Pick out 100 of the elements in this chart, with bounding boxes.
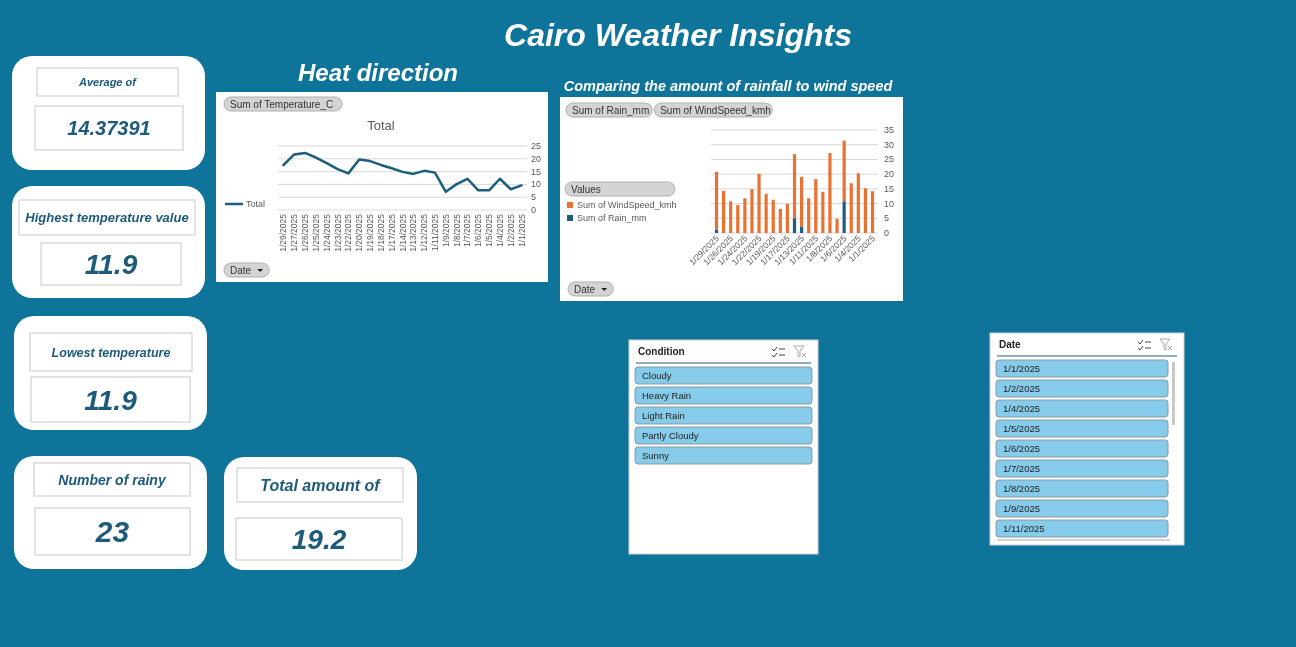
x-tick-label: 1/20/2025: [354, 213, 365, 252]
x-tick-label: 1/14/2025: [397, 213, 408, 252]
x-tick-label: 1/13/2025: [408, 213, 419, 252]
bar: [785, 203, 789, 233]
text: 19.2: [291, 524, 347, 556]
bar: [736, 205, 740, 233]
x-tick-label: 1/7/2025: [462, 213, 473, 248]
text: Date: [230, 264, 252, 276]
text: 1/2/2025: [1003, 383, 1040, 394]
y-tick-label: 10: [884, 198, 895, 209]
text: Partly Cloudy: [642, 430, 699, 441]
text: Sum of WindSpeed_kmh: [660, 104, 771, 116]
bar: [778, 208, 782, 233]
text: Lowest temperature: [51, 345, 171, 360]
y-tick-label: 20: [884, 169, 895, 180]
text: 11.9: [84, 249, 138, 281]
bar: [743, 198, 747, 233]
text: 1/5/2025: [1003, 423, 1040, 434]
y-tick-label: 25: [884, 154, 895, 165]
text: Cloudy: [642, 370, 672, 381]
bar: [800, 176, 804, 227]
bar: [771, 199, 775, 233]
text: Date: [999, 339, 1022, 350]
x-tick-label: 1/12/2025: [419, 213, 430, 252]
y-tick-label: 15: [884, 183, 895, 194]
bar: [863, 188, 868, 233]
y-tick-label: 5: [884, 213, 890, 224]
x-tick-label: 1/5/2025: [484, 213, 495, 248]
x-tick-label: 1/4/2025: [494, 213, 505, 248]
bar: [792, 154, 797, 219]
bar: [807, 198, 811, 233]
y-tick-label: 25: [531, 141, 542, 151]
text: 1/1/2025: [1003, 363, 1040, 374]
text: 11.9: [84, 384, 138, 416]
text: Heavy Rain: [642, 390, 692, 401]
legend-label: Sum of Rain_mm: [577, 213, 647, 223]
x-tick-label: 1/22/2025: [343, 213, 354, 252]
x-tick-label: 1/25/2025: [310, 213, 321, 252]
x-tick-label: 1/18/2025: [375, 213, 386, 252]
bar: [828, 152, 832, 233]
text: Highest temperature value: [25, 210, 189, 226]
legend-title: Values: [571, 183, 601, 195]
bar: [750, 189, 754, 233]
legend-label: Sum of WindSpeed_kmh: [577, 200, 677, 210]
text: 23: [94, 515, 130, 549]
text: 1/9/2025: [1003, 503, 1040, 514]
text: Sum of Temperature_C: [230, 98, 334, 110]
x-tick-label: 1/24/2025: [321, 213, 332, 252]
bar: [849, 183, 853, 233]
y-tick-label: 5: [531, 192, 537, 203]
x-tick-label: 1/19/2025: [365, 213, 376, 252]
bar: [870, 191, 875, 233]
text: 1/8/2025: [1003, 483, 1040, 494]
bar: [792, 218, 797, 233]
x-tick-label: 1/26/2025: [300, 213, 311, 252]
bar: [757, 173, 761, 233]
x-tick-label: 1/2/2025: [505, 213, 516, 248]
text: Number of rainy: [58, 471, 167, 488]
x-tick-label: 1/1/2025: [516, 213, 527, 248]
y-tick-label: 10: [531, 179, 542, 190]
bar: [814, 179, 818, 233]
x-tick-label: 1/8/2025: [451, 213, 462, 248]
chart-title: Comparing the amount of rainfall to wind speed: [563, 78, 894, 94]
text: Total amount of: [260, 476, 382, 494]
bar: [842, 201, 846, 233]
x-tick-label: 1/11/2025: [429, 213, 440, 252]
text: Average of: [78, 75, 138, 88]
bar: [721, 190, 726, 233]
x-tick-label: 1/9/2025: [440, 213, 451, 248]
y-tick-label: 0: [884, 228, 890, 238]
y-tick-label: 20: [531, 153, 542, 164]
text: Cairo Weather Insights: [504, 17, 852, 53]
bar: [714, 229, 719, 233]
line-series: [282, 151, 523, 194]
bar: [729, 201, 733, 233]
x-tick-label: 1/17/2025: [386, 213, 397, 252]
bar: [835, 218, 839, 233]
y-tick-label: 0: [531, 205, 537, 215]
x-tick-label: 1/27/2025: [289, 213, 300, 252]
chart-subtitle: Total: [367, 118, 395, 133]
text: 1/11/2025: [1003, 523, 1045, 534]
text: Date: [574, 283, 596, 295]
text: 1/7/2025: [1003, 463, 1040, 474]
bar: [856, 173, 860, 233]
y-tick-label: 30: [884, 139, 895, 150]
text: Sunny: [642, 450, 670, 461]
bar: [821, 191, 825, 233]
x-tick-label: 1/6/2025: [473, 213, 484, 248]
x-tick-label: 1/29/2025: [278, 213, 289, 252]
y-tick-label: 15: [531, 166, 542, 177]
chart-title: Heat direction: [297, 59, 459, 86]
y-tick-label: 35: [884, 125, 895, 135]
x-tick-label: 1/23/2025: [332, 213, 343, 252]
text: 14.37391: [67, 117, 151, 140]
text: Light Rain: [642, 410, 685, 421]
text: Condition: [638, 346, 685, 357]
bar: [714, 171, 719, 230]
text: Sum of Rain_mm: [572, 104, 650, 116]
legend-label: Total: [246, 199, 266, 209]
bar: [842, 140, 846, 202]
